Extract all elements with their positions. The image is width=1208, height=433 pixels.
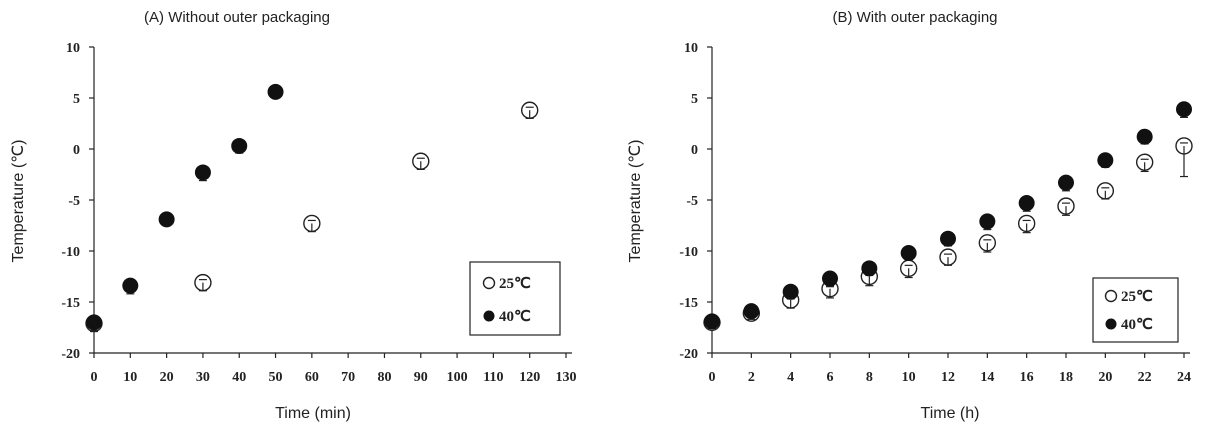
chart-b-y-ticks: 10 5 0 -5 -10 -15 -20 [679,41,712,362]
chart-b-point-40 [1097,152,1114,169]
chart-b-point-40 [1176,101,1192,118]
chart-b-y-axis-title: Temperature (℃) [627,140,644,263]
chart-b-x-tick-label: 22 [1138,370,1152,385]
chart-b-x-tick-label: 10 [902,370,916,385]
chart-a-x-tick-label: 80 [377,370,391,385]
chart-a-x-tick-label: 50 [269,370,283,385]
chart-a-y-tick-label: 10 [66,41,80,56]
chart-b-x-ticks: 0 2 4 6 8 10 12 14 16 18 20 22 24 [709,353,1191,385]
chart-a-legend-marker-40 [483,310,495,322]
chart-a-y-ticks: 10 5 0 -5 -10 -15 -20 [61,41,94,362]
chart-b-point-40 [743,303,760,320]
chart-a-legend-label-25: 25℃ [499,276,531,292]
chart-b-x-tick-label: 6 [827,370,834,385]
chart-a-y-tick-label: -5 [68,194,80,209]
chart-a-x-tick-label: 60 [305,370,319,385]
chart-b-legend-box [1092,277,1179,343]
chart-b-x-tick-label: 4 [787,370,794,385]
chart-b-point-40 [861,260,878,277]
chart-a-legend: 25℃ 40℃ [469,261,561,336]
chart-b-y-tick-label: -5 [686,194,698,209]
chart-b-point-40 [782,283,799,300]
chart-a-x-tick-label: 10 [123,370,137,385]
chart-a-y-tick-label: -20 [61,347,80,362]
chart-b-x-axis-title: Time (h) [921,405,980,422]
chart-a-y-tick-label: 5 [73,92,80,107]
chart-b-legend: 25℃ 40℃ [1092,277,1179,343]
chart-a-points [85,83,539,333]
chart-a-legend-box [469,261,561,336]
chart-b-point-40 [1136,128,1153,145]
chart-a-x-tick-label: 30 [196,370,210,385]
chart-b-title: (B) With outer packaging [832,9,997,26]
chart-b-point-40 [940,230,956,247]
chart-a-legend-label-40: 40℃ [499,309,531,325]
chart-a-x-tick-label: 0 [91,370,98,385]
chart-a-x-tick-label: 130 [556,370,577,385]
chart-b-y-tick-label: -10 [679,245,698,260]
chart-a-point-40 [194,164,211,181]
chart-b-x-tick-label: 14 [980,370,994,385]
chart-b-x-tick-label: 18 [1059,370,1073,385]
chart-b-point-40 [704,313,720,330]
chart-a-x-tick-label: 40 [232,370,246,385]
chart-b-x-tick-label: 8 [866,370,873,385]
chart-a-x-tick-label: 20 [160,370,174,385]
chart-b-y-tick-label: -20 [679,347,698,362]
chart-b-legend-label-25: 25℃ [1121,289,1153,305]
chart-b-x-tick-label: 20 [1098,370,1112,385]
chart-b-legend-label-40: 40℃ [1121,317,1153,333]
chart-b-x-tick-label: 24 [1177,370,1191,385]
chart-b-point-40 [1018,195,1035,212]
chart-a-x-tick-label: 70 [341,370,355,385]
chart-without-outer-packaging: (A) Without outer packaging 0 10 20 30 40 50 6… [10,9,577,422]
chart-a-x-tick-label: 100 [447,370,468,385]
chart-a-x-tick-label: 120 [519,370,540,385]
chart-a-x-ticks: 0 10 20 30 40 50 60 70 80 90 100 110 120 130 [91,353,577,385]
chart-a-x-tick-label: 110 [483,370,503,385]
chart-b-points [703,101,1193,332]
chart-b-x-tick-label: 2 [748,370,755,385]
chart-b-x-tick-label: 16 [1020,370,1034,385]
chart-a-x-tick-label: 90 [414,370,428,385]
chart-b-point-40 [979,213,996,230]
chart-a-point-40 [122,277,139,294]
chart-b-point-40 [1058,174,1074,191]
chart-b-y-tick-label: -15 [679,296,698,311]
chart-a-point-40 [267,83,284,100]
chart-a-legend-marker-25 [482,276,496,290]
chart-b-y-tick-label: 5 [691,92,698,107]
chart-a-point-40 [158,211,175,228]
chart-a-x-axis-title: Time (min) [275,405,351,422]
chart-a-point-40 [231,137,248,154]
chart-b-y-tick-label: 10 [684,41,698,56]
chart-b-point-40 [900,245,917,262]
chart-b-point-40 [822,270,838,287]
chart-a-y-tick-label: -15 [61,296,80,311]
chart-b-y-tick-label: 0 [691,143,698,158]
chart-a-point-40 [86,314,102,331]
chart-a-y-tick-label: -10 [61,245,80,260]
chart-b-x-tick-label: 12 [941,370,955,385]
chart-with-outer-packaging: (B) With outer packaging 0 2 4 6 8 10 12 14 16 18… [627,9,1193,422]
chart-a-y-axis-title: Temperature (℃) [10,140,27,263]
chart-b-legend-marker-40 [1105,318,1117,330]
chart-b-legend-marker-25 [1104,289,1118,303]
chart-a-title: (A) Without outer packaging [144,9,330,26]
chart-a-y-tick-label: 0 [73,143,80,158]
chart-b-x-tick-label: 0 [709,370,716,385]
